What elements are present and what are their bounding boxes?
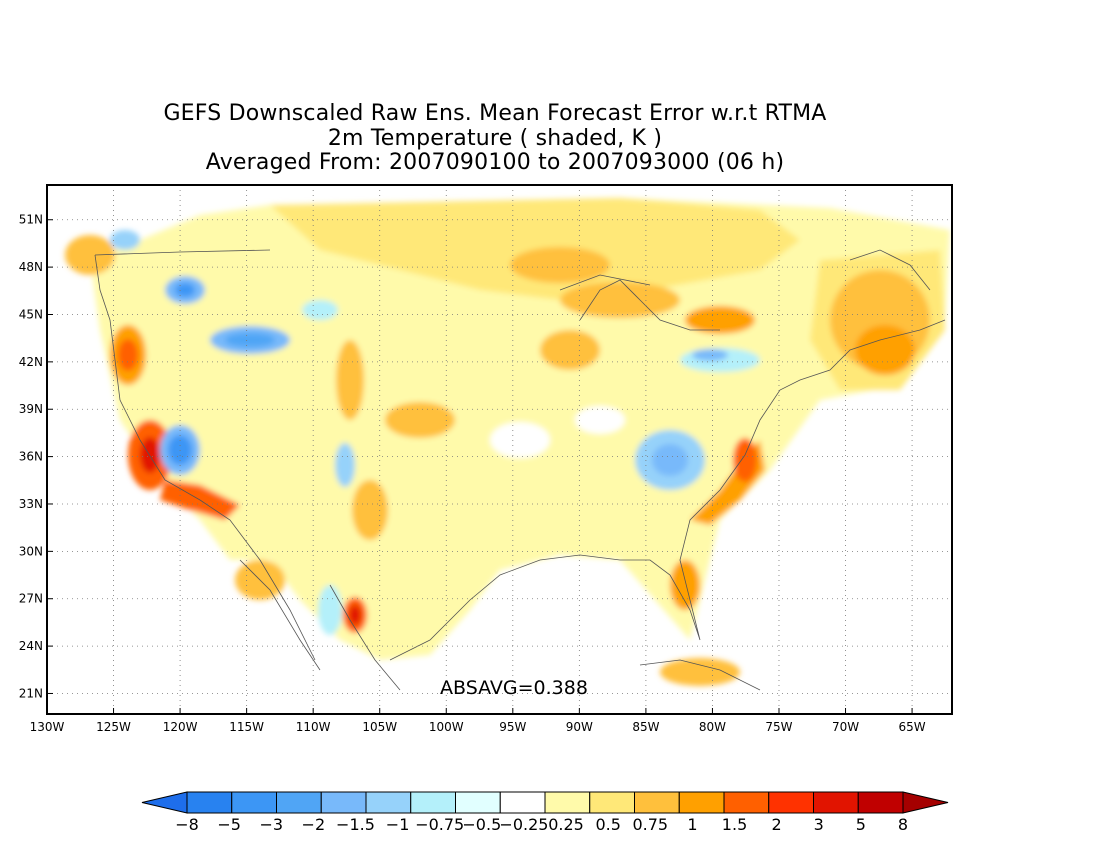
graticule [47,185,952,714]
colorbar-label: 5 [856,815,866,834]
colorbar-swatch [813,791,859,814]
lon-tick-labels: 130W 125W 120W 115W 110W 105W 100W 95W 90W 85W 80W… [30,708,926,734]
colorbar-label: 1 [687,815,697,834]
colorbar-swatch [634,791,680,814]
lon-tick-label: 75W [765,720,792,734]
lat-tick-label: 30N [19,544,43,558]
lat-tick-labels: 51N 48N 45N 42N 39N 36N 33N 30N 27N 24N 21N [19,213,53,700]
colorbar-label: −0.75 [415,815,464,834]
colorbar-label: 0.25 [548,815,584,834]
colorbar-max-arrow [902,791,949,814]
colorbar-label: 3 [814,815,824,834]
colorbar-swatch [544,791,591,814]
colorbar-swatch [589,791,635,814]
colorbar-labels: −8 −5 −3 −2 −1.5 −1 −0.75−0.5−0.25 0.25 0.5 0.75 1… [175,815,908,834]
colorbar-swatch [499,791,546,814]
colorbar-swatch [857,791,904,814]
lat-tick-label: 36N [19,450,43,464]
colorbar-label: −5 [217,815,241,834]
lon-tick-label: 105W [362,720,397,734]
colorbar-label: 0.5 [595,815,620,834]
colorbar-swatch [320,791,367,814]
lon-tick-label: 95W [499,720,526,734]
colorbar-swatch [455,791,501,814]
colorbar-label: 1.5 [722,815,747,834]
colorbar-swatch [723,791,770,814]
lon-tick-label: 85W [632,720,659,734]
lon-tick-label: 110W [296,720,331,734]
lon-tick-label: 130W [30,720,65,734]
lat-tick-label: 21N [19,686,43,700]
colorbar-min-arrow [141,791,188,814]
colorbar [141,791,949,814]
lat-tick-label: 45N [19,307,43,321]
plot-frame [46,184,953,715]
lat-tick-label: 42N [19,355,43,369]
colorbar-swatch [410,791,456,814]
colorbar-swatch [231,791,277,814]
colorbar-label: −1 [386,815,410,834]
lon-tick-label: 125W [96,720,131,734]
colorbar-label: 0.75 [632,815,668,834]
lon-tick-label: 65W [899,720,926,734]
lat-tick-label: 51N [19,213,43,227]
lat-tick-label: 27N [19,592,43,606]
colorbar-swatch [768,791,814,814]
colorbar-label: 2 [772,815,782,834]
title-line-1: GEFS Downscaled Raw Ens. Mean Forecast E… [163,101,827,126]
colorbar-label: −1.5 [336,815,375,834]
lon-tick-label: 70W [832,720,859,734]
lat-tick-label: 39N [19,402,43,416]
colorbar-label: 8 [898,815,908,834]
colorbar-label: −8 [175,815,199,834]
colorbar-label: −3 [259,815,283,834]
colorbar-swatch [186,791,233,814]
lat-tick-label: 24N [19,639,43,653]
coastlines [94,249,946,691]
lat-tick-label: 33N [19,497,43,511]
colorbar-swatch [276,791,322,814]
colorbar-label: −0.5 [462,815,501,834]
lon-tick-label: 80W [699,720,726,734]
title-line-2: 2m Temperature ( shaded, K ) [327,126,663,151]
lon-tick-label: 115W [229,720,264,734]
colorbar-swatch [678,791,725,814]
lon-tick-label: 100W [429,720,464,734]
title-line-3: Averaged From: 2007090100 to 2007093000 … [205,150,785,175]
colorbar-label: −2 [302,815,326,834]
absavg-annotation: ABSAVG=0.388 [440,677,588,699]
colorbar-label: −0.25 [499,815,548,834]
colorbar-swatch [365,791,412,814]
shaded-field [65,198,950,686]
lon-tick-label: 90W [566,720,593,734]
lat-tick-label: 48N [19,260,43,274]
lon-tick-label: 120W [163,720,198,734]
